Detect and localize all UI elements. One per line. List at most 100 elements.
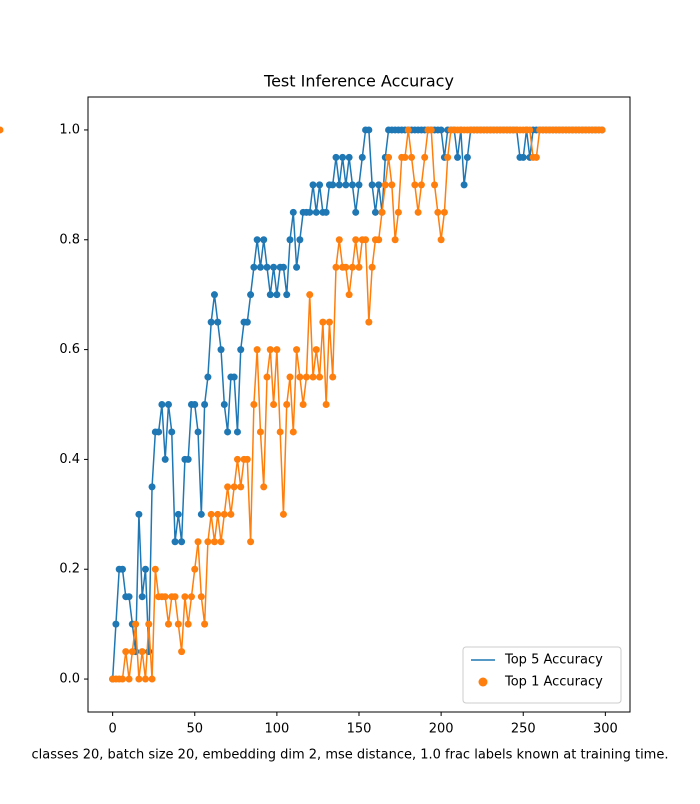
data-point — [247, 538, 255, 546]
data-point — [345, 291, 353, 299]
data-point — [118, 565, 126, 573]
data-point — [368, 263, 376, 271]
data-point — [158, 401, 166, 408]
data-point — [220, 401, 228, 408]
data-point — [184, 620, 192, 628]
data-point — [293, 263, 301, 271]
data-point — [233, 428, 241, 436]
data-point — [312, 208, 320, 216]
data-point — [260, 236, 268, 244]
data-point — [365, 318, 373, 326]
data-point — [230, 483, 238, 491]
data-point — [253, 346, 261, 354]
data-point — [329, 373, 337, 381]
legend-label: Top 1 Accuracy — [504, 675, 603, 690]
data-point — [214, 318, 222, 326]
y-tick-label: 0.6 — [59, 342, 80, 357]
x-tick-label: 150 — [347, 722, 372, 737]
data-point — [138, 593, 146, 601]
x-tick-label: 0 — [108, 722, 116, 737]
data-point — [296, 236, 304, 244]
y-tick-label: 0.2 — [59, 562, 80, 577]
data-point — [266, 346, 274, 354]
data-point — [289, 208, 297, 216]
data-point — [243, 455, 251, 463]
data-point — [408, 153, 416, 161]
data-point — [191, 565, 199, 573]
y-tick-label: 1.0 — [59, 122, 80, 137]
data-point — [233, 455, 241, 463]
data-point — [214, 510, 222, 518]
data-point — [141, 675, 149, 683]
data-point — [227, 510, 235, 518]
data-point — [391, 236, 399, 244]
data-point — [194, 428, 202, 436]
data-point — [0, 126, 4, 134]
data-point — [401, 153, 409, 161]
data-point — [112, 620, 120, 628]
data-point — [125, 593, 133, 601]
data-point — [444, 153, 452, 161]
data-point — [210, 291, 218, 299]
data-point — [187, 593, 195, 601]
data-point — [217, 346, 225, 354]
data-point — [306, 208, 314, 216]
data-point — [207, 510, 215, 518]
data-point — [197, 593, 205, 601]
data-point — [135, 510, 143, 518]
data-point — [243, 318, 251, 326]
data-point — [375, 236, 383, 244]
data-point — [319, 318, 327, 326]
data-point — [312, 346, 320, 354]
data-point — [161, 455, 169, 463]
data-point — [411, 181, 419, 189]
data-point — [132, 620, 140, 628]
x-tick-label: 50 — [186, 722, 203, 737]
data-point — [263, 373, 271, 381]
data-point — [434, 208, 442, 216]
y-tick-label: 0.4 — [59, 452, 80, 467]
data-point — [388, 181, 396, 189]
data-point — [118, 675, 126, 683]
x-tick-label: 200 — [429, 722, 454, 737]
data-point — [352, 208, 360, 216]
data-point — [348, 263, 356, 271]
data-point — [329, 181, 337, 189]
data-point — [335, 181, 343, 189]
data-point — [283, 291, 291, 299]
data-point — [316, 181, 324, 189]
data-point — [168, 428, 176, 436]
y-tick-label: 0.8 — [59, 232, 80, 247]
data-point — [355, 181, 363, 189]
data-point — [427, 126, 435, 134]
x-tick-label: 300 — [593, 722, 618, 737]
data-point — [174, 620, 182, 628]
data-point — [286, 236, 294, 244]
data-point — [263, 263, 271, 271]
data-point — [204, 538, 212, 546]
data-point — [174, 510, 182, 518]
data-point — [598, 126, 606, 134]
data-point — [381, 181, 389, 189]
data-point — [178, 648, 186, 656]
data-point — [437, 126, 445, 134]
data-point — [348, 181, 356, 189]
data-point — [335, 236, 343, 244]
data-point — [191, 401, 199, 408]
data-point — [224, 428, 232, 436]
data-point — [454, 153, 462, 161]
data-point — [138, 648, 146, 656]
data-point — [184, 455, 192, 463]
data-point — [440, 208, 448, 216]
data-point — [289, 428, 297, 436]
data-point — [220, 510, 228, 518]
data-point — [141, 565, 149, 573]
data-point — [171, 538, 179, 546]
data-point — [286, 373, 294, 381]
data-point — [253, 236, 261, 244]
data-point — [256, 428, 264, 436]
data-point — [342, 263, 350, 271]
data-point — [122, 648, 130, 656]
data-point — [322, 401, 330, 408]
